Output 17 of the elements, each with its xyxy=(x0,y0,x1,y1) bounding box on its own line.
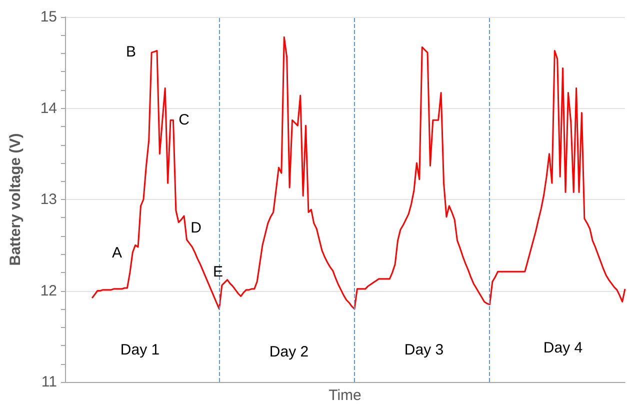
annotation: Day 2 xyxy=(269,344,309,360)
annotation: B xyxy=(126,44,136,60)
line-series xyxy=(91,36,626,310)
annotation: E xyxy=(212,264,224,280)
annotation: A xyxy=(112,244,122,262)
annotation: Day 4 xyxy=(543,340,583,356)
y-tick-label: 14 xyxy=(40,100,57,117)
y-tick-label: 11 xyxy=(41,374,57,390)
annotation: Day 1 xyxy=(120,342,160,358)
annotation: D xyxy=(190,220,202,236)
annotation: C xyxy=(178,112,190,128)
annotation: Day 3 xyxy=(404,342,444,358)
y-tick-label: 13 xyxy=(40,191,57,208)
y-axis-title: Battery voltage (V) xyxy=(7,133,24,266)
y-tick-label: 12 xyxy=(40,282,57,300)
x-axis-title: Time xyxy=(328,387,362,404)
y-tick-label: 15 xyxy=(40,8,57,26)
